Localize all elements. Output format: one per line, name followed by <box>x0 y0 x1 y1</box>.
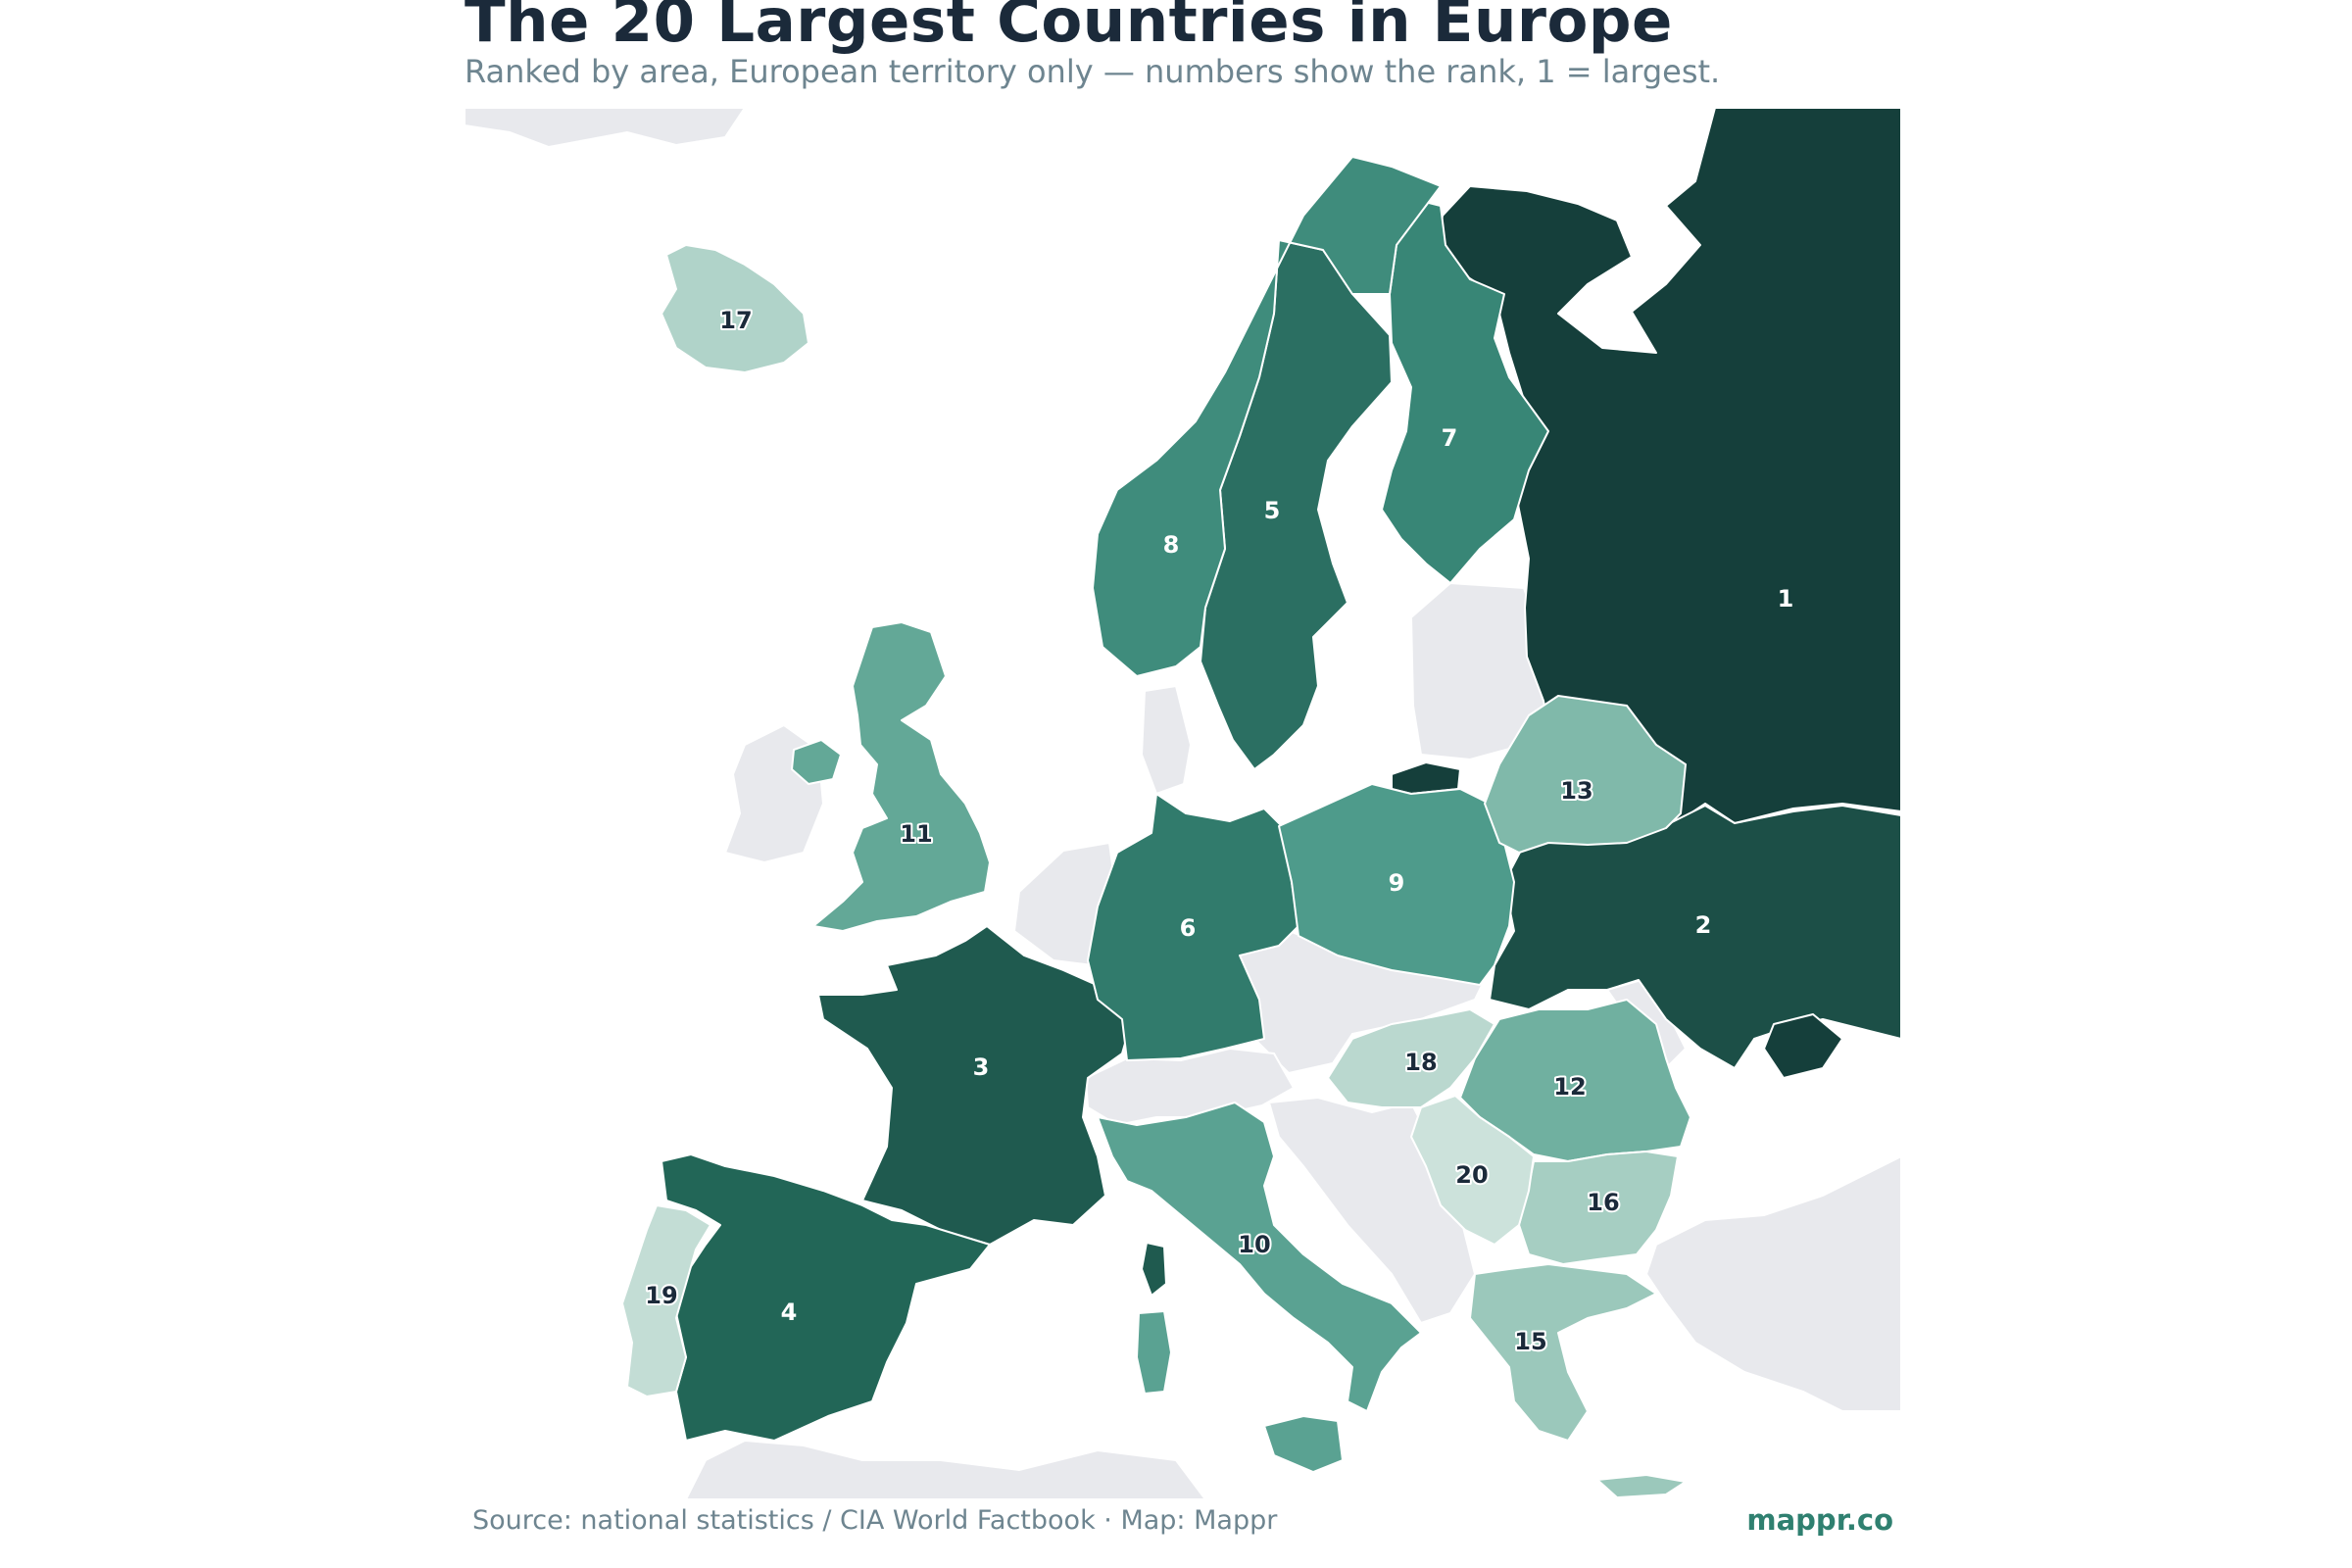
rank-label: 10 <box>1238 1231 1270 1258</box>
other-land <box>465 108 1901 1499</box>
country-spain <box>661 1153 991 1442</box>
country-russia <box>1435 108 1901 824</box>
brand-logo: mappr.co <box>1746 1503 1893 1537</box>
rank-label: 2 <box>1695 911 1712 939</box>
country-greece <box>1469 1263 1657 1442</box>
country-greece-crete <box>1596 1474 1687 1498</box>
rank-label: 20 <box>1455 1161 1488 1189</box>
country-hungary <box>1327 1008 1495 1108</box>
country-portugal <box>621 1204 711 1397</box>
rank-label: 13 <box>1560 777 1592 805</box>
country-italy <box>1097 1102 1422 1412</box>
rank-label: 18 <box>1404 1049 1437 1076</box>
country-italy-sardinia <box>1136 1310 1172 1395</box>
rank-label: 4 <box>781 1298 798 1326</box>
rank-label: 7 <box>1442 424 1458 452</box>
greenland-land <box>465 108 747 149</box>
denmark-land <box>1140 684 1193 796</box>
map-title: The 20 Largest Countries in Europe <box>465 0 1673 56</box>
country-belarus <box>1484 695 1687 854</box>
country-corsica <box>1141 1242 1167 1297</box>
map-subtitle: Ranked by area, European territory only … <box>465 53 1721 90</box>
rank-label: 8 <box>1163 531 1180 559</box>
rank-label: 9 <box>1389 869 1405 897</box>
country-norway <box>1092 156 1442 677</box>
rank-label: 19 <box>645 1282 677 1309</box>
country-poland <box>1278 783 1515 986</box>
rank-label: 5 <box>1264 497 1281 524</box>
rank-label: 1 <box>1778 585 1794 612</box>
country-france <box>817 925 1136 1246</box>
country-sweden <box>1200 239 1393 770</box>
country-bulgaria <box>1518 1151 1679 1265</box>
country-serbia <box>1410 1095 1535 1246</box>
north-africa-land <box>684 1439 1207 1499</box>
rank-label: 11 <box>900 820 932 848</box>
country-uk <box>812 621 991 932</box>
country-italy-sicily <box>1263 1415 1344 1473</box>
country-ukraine-crimea <box>1763 1013 1843 1079</box>
turkey-land <box>1644 1154 1901 1412</box>
source-note: Source: national statistics / CIA World … <box>472 1505 1278 1536</box>
rank-labels: 1 2 3 4 5 6 7 8 9 10 11 12 13 15 16 17 1… <box>643 305 1795 1357</box>
country-iceland <box>661 244 809 373</box>
country-germany <box>1087 793 1299 1061</box>
europe-map: 1 2 3 4 5 6 7 8 9 10 11 12 13 15 16 17 1… <box>465 108 1901 1499</box>
rank-label: 17 <box>719 307 752 334</box>
rank-label: 12 <box>1553 1073 1586 1101</box>
rank-label: 6 <box>1180 914 1197 942</box>
rank-label: 16 <box>1587 1189 1619 1216</box>
rank-label: 3 <box>973 1054 990 1081</box>
country-uk-northern-ireland <box>791 739 842 785</box>
country-finland <box>1381 195 1549 584</box>
rank-label: 15 <box>1514 1328 1546 1355</box>
alps-land <box>1084 1047 1296 1127</box>
